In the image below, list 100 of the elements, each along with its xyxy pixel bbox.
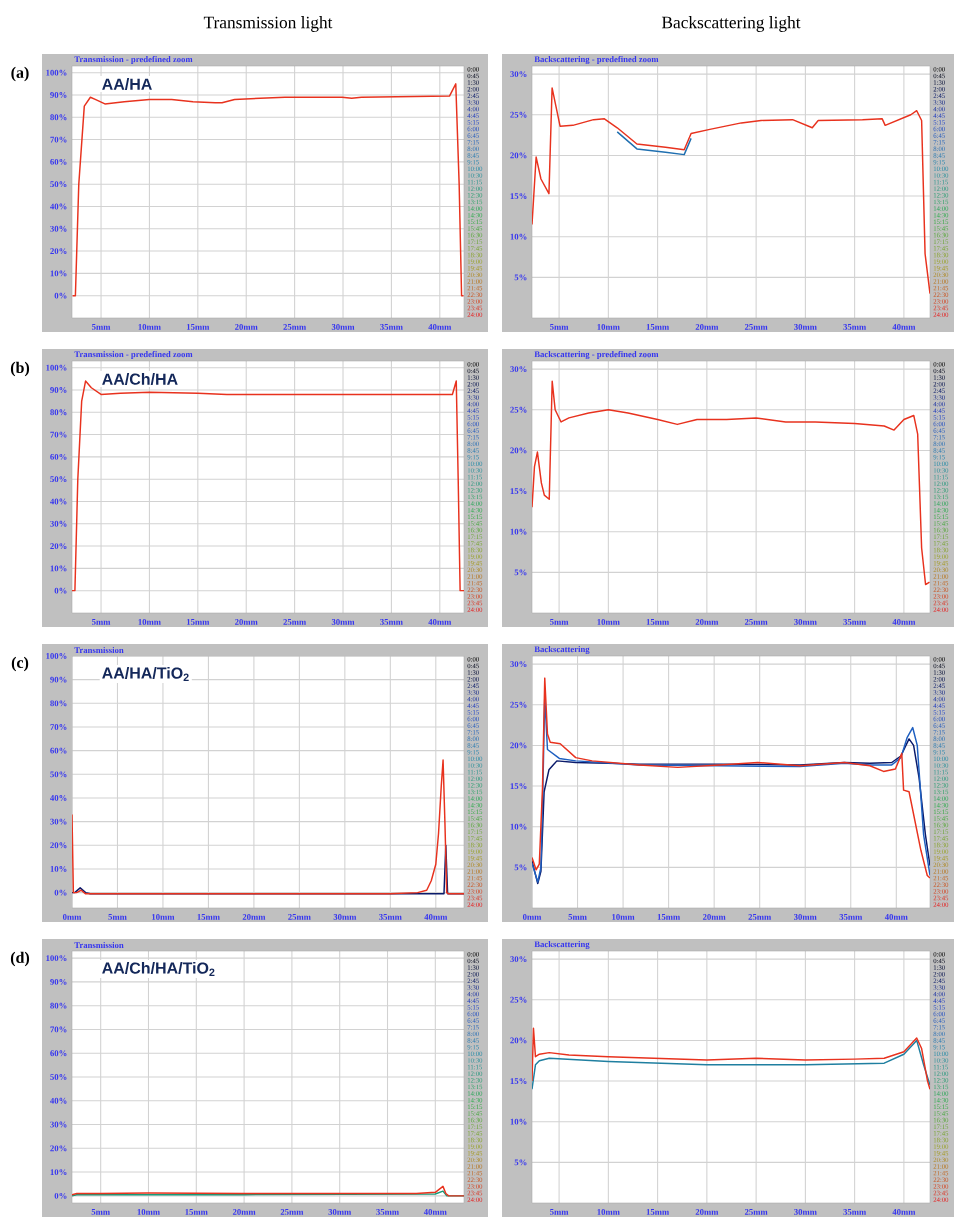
x-tick-label: 30mm — [794, 1209, 817, 1215]
x-tick-label: 15mm — [646, 324, 670, 330]
y-tick-label: 20% — [50, 543, 67, 550]
y-tick-label: 30% — [50, 520, 67, 527]
annotation: AA/HA/TiO$_{2}$ — [102, 667, 189, 681]
x-tick-label: 0mm — [62, 914, 82, 920]
y-tick-label: 30% — [510, 661, 527, 668]
y-tick-label: 60% — [50, 747, 67, 754]
chart-subtitle: Backscattering — [534, 646, 590, 654]
y-tick-label: 90% — [50, 978, 67, 985]
y-tick-label: 60% — [50, 1050, 67, 1057]
y-tick-label: 90% — [50, 387, 67, 393]
annotation: AA/Ch/HA — [102, 373, 178, 385]
y-tick-label: 20% — [510, 1037, 527, 1044]
chart-subtitle: Transmission — [74, 941, 124, 949]
x-tick-label: 5mm — [92, 324, 111, 330]
y-tick-label: 30% — [50, 1121, 67, 1128]
x-tick-label: 5mm — [568, 914, 587, 920]
y-tick-label: 10% — [50, 270, 67, 277]
x-tick-label: 30mm — [328, 1209, 352, 1215]
y-tick-label: 60% — [50, 453, 67, 460]
x-tick-label: 40mm — [892, 1209, 916, 1215]
x-tick-label: 35mm — [839, 914, 863, 920]
x-tick-label: 15mm — [185, 1209, 208, 1215]
y-tick-label: 70% — [50, 724, 67, 730]
text: (a) — [11, 66, 29, 82]
y-tick-label: 100% — [46, 653, 67, 659]
annotation: AA/Ch/HA/TiO$_{2}$ — [102, 962, 215, 976]
x-tick-label: 25mm — [283, 619, 307, 625]
x-tick-label: 15mm — [646, 1209, 670, 1215]
y-tick-label: 100% — [46, 69, 67, 76]
y-tick-label: 50% — [50, 771, 67, 778]
y-tick-label: 50% — [50, 181, 67, 188]
y-tick-label: 80% — [50, 409, 67, 416]
y-tick-label: 0% — [54, 889, 67, 896]
x-tick-label: 25mm — [748, 914, 772, 920]
x-tick-label: 20mm — [232, 1209, 256, 1215]
x-tick-label: 35mm — [843, 619, 867, 625]
y-tick-label: 10% — [510, 823, 527, 830]
x-tick-label: 10mm — [138, 619, 161, 625]
x-tick-label: 40mm — [428, 324, 452, 330]
x-tick-label: 5mm — [92, 619, 111, 625]
chart-subtitle: Backscattering - predefined zoom — [534, 351, 659, 359]
chart-subtitle: Transmission - predefined zoom — [74, 56, 193, 64]
x-tick-label: 10mm — [597, 324, 620, 330]
y-tick-label: 70% — [50, 431, 67, 438]
x-tick-label: 20mm — [235, 324, 258, 330]
y-tick-label: 15% — [510, 193, 527, 199]
y-tick-label: 100% — [46, 955, 67, 962]
x-tick-label: 30mm — [333, 914, 357, 920]
y-tick-label: 30% — [50, 225, 67, 232]
x-tick-label: 35mm — [379, 914, 402, 920]
x-tick-label: 20mm — [695, 619, 719, 625]
x-tick-label: 15mm — [186, 324, 210, 330]
y-tick-label: 10% — [50, 565, 67, 572]
y-tick-label: 0% — [54, 587, 67, 594]
x-tick-label: 40mm — [424, 914, 448, 920]
y-tick-label: 20% — [50, 1145, 67, 1152]
y-tick-label: 5% — [514, 864, 527, 871]
y-tick-label: 20% — [510, 152, 527, 159]
x-tick-label: 15mm — [657, 914, 681, 920]
x-tick-label: 10mm — [597, 1209, 620, 1215]
y-tick-label: 15% — [510, 783, 527, 789]
y-tick-label: 30% — [50, 818, 67, 825]
chart-title: Transmission light — [203, 16, 333, 32]
chart-subtitle: Backscattering - predefined zoom — [534, 56, 659, 64]
x-tick-label: 20mm — [695, 324, 719, 330]
x-tick-label: 25mm — [288, 914, 311, 920]
x-tick-label: 30mm — [794, 914, 817, 920]
x-tick-label: 25mm — [283, 324, 307, 330]
y-tick-label: 30% — [510, 71, 527, 78]
x-tick-label: 20mm — [695, 1209, 719, 1215]
y-tick-label: 0% — [54, 292, 67, 299]
y-tick-label: 20% — [50, 842, 67, 849]
x-tick-label: 10mm — [597, 619, 620, 625]
chart-title: Backscattering light — [661, 16, 801, 32]
chart-subtitle: Backscattering — [534, 941, 590, 949]
y-tick-label: 70% — [50, 1026, 67, 1033]
y-tick-label: 10% — [50, 866, 67, 872]
y-tick-label: 10% — [50, 1169, 67, 1176]
x-tick-label: 30mm — [331, 619, 355, 625]
x-tick-label: 15mm — [186, 619, 210, 625]
x-tick-label: 30mm — [331, 324, 355, 330]
chart-subtitle: Transmission — [74, 646, 124, 654]
x-tick-label: 25mm — [744, 619, 768, 625]
y-tick-label: 15% — [510, 1078, 527, 1084]
x-tick-label: 40mm — [892, 324, 916, 330]
x-tick-label: 10mm — [137, 1209, 160, 1215]
x-tick-label: 0mm — [522, 914, 542, 920]
chart-subtitle: Transmission - predefined zoom — [74, 351, 193, 359]
x-tick-label: 15mm — [197, 914, 220, 920]
y-tick-label: 25% — [510, 701, 527, 708]
y-tick-label: 10% — [510, 528, 527, 535]
y-tick-label: 40% — [50, 498, 67, 505]
x-tick-label: 10mm — [138, 324, 161, 330]
x-tick-label: 5mm — [550, 324, 569, 330]
y-tick-label: 90% — [50, 676, 67, 683]
y-tick-label: 5% — [514, 569, 527, 576]
x-tick-label: 5mm — [91, 1209, 110, 1215]
y-tick-label: 90% — [50, 92, 67, 98]
